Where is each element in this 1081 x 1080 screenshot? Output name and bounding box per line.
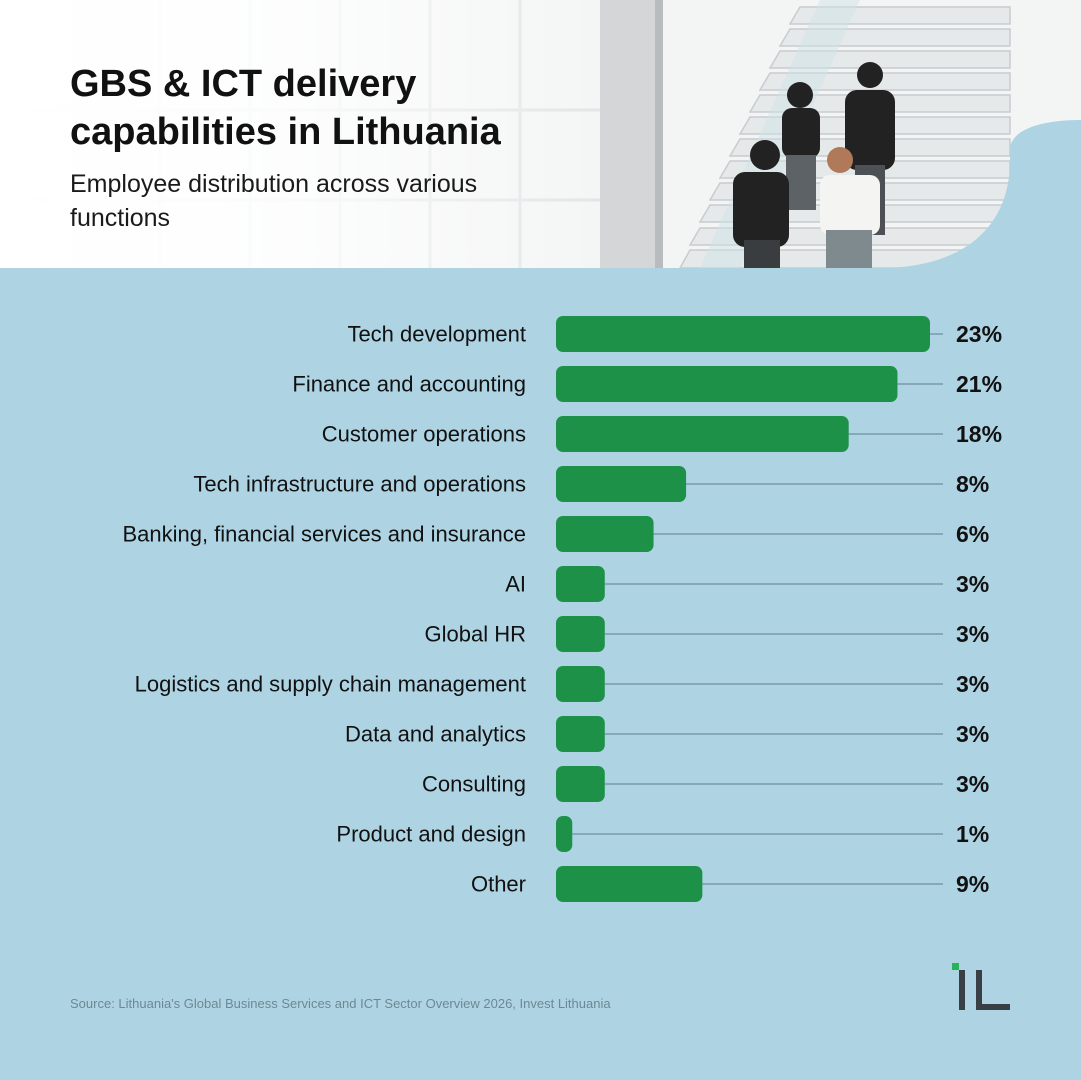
bar: [556, 666, 605, 702]
category-label: Logistics and supply chain management: [135, 672, 526, 697]
value-label: 3%: [956, 571, 989, 597]
bar: [556, 716, 605, 752]
category-label: Finance and accounting: [292, 372, 526, 397]
category-label: Data and analytics: [345, 722, 526, 747]
page-subtitle: Employee distribution across various fun…: [70, 170, 478, 232]
value-label: 3%: [956, 721, 989, 747]
bar: [556, 366, 898, 402]
bar: [556, 416, 849, 452]
value-label: 3%: [956, 621, 989, 647]
header-area: GBS & ICT delivery capabilities in Lithu…: [0, 0, 1081, 268]
bar: [556, 466, 687, 502]
value-label: 23%: [956, 321, 1002, 347]
category-label: AI: [505, 572, 526, 597]
value-label: 3%: [956, 771, 989, 797]
value-label: 21%: [956, 371, 1002, 397]
category-label: Product and design: [336, 822, 526, 847]
invest-lithuania-logo-icon: [952, 963, 1010, 1010]
value-label: 8%: [956, 471, 989, 497]
value-label: 3%: [956, 671, 989, 697]
bar: [556, 316, 930, 352]
bar: [556, 766, 605, 802]
bar-chart: Tech development 23% Finance and accountin…: [122, 316, 1002, 902]
page-title: GBS & ICT delivery capabilities in Lithu…: [70, 63, 501, 153]
category-label: Global HR: [425, 622, 526, 647]
value-label: 1%: [956, 821, 989, 847]
bar: [556, 816, 573, 852]
bar: [556, 866, 703, 902]
value-label: 9%: [956, 871, 989, 897]
category-label: Banking, financial services and insuranc…: [122, 522, 526, 547]
category-label: Other: [471, 872, 526, 897]
source-note: Source: Lithuania's Global Business Serv…: [70, 996, 611, 1011]
category-label: Consulting: [422, 772, 526, 797]
value-label: 6%: [956, 521, 989, 547]
category-label: Tech infrastructure and operations: [193, 472, 526, 497]
category-label: Customer operations: [322, 422, 526, 447]
bar: [556, 516, 654, 552]
category-label: Tech development: [347, 322, 526, 347]
value-label: 18%: [956, 421, 1002, 447]
staircase-photo-icon: [0, 0, 1081, 268]
bar: [556, 616, 605, 652]
bar: [556, 566, 605, 602]
